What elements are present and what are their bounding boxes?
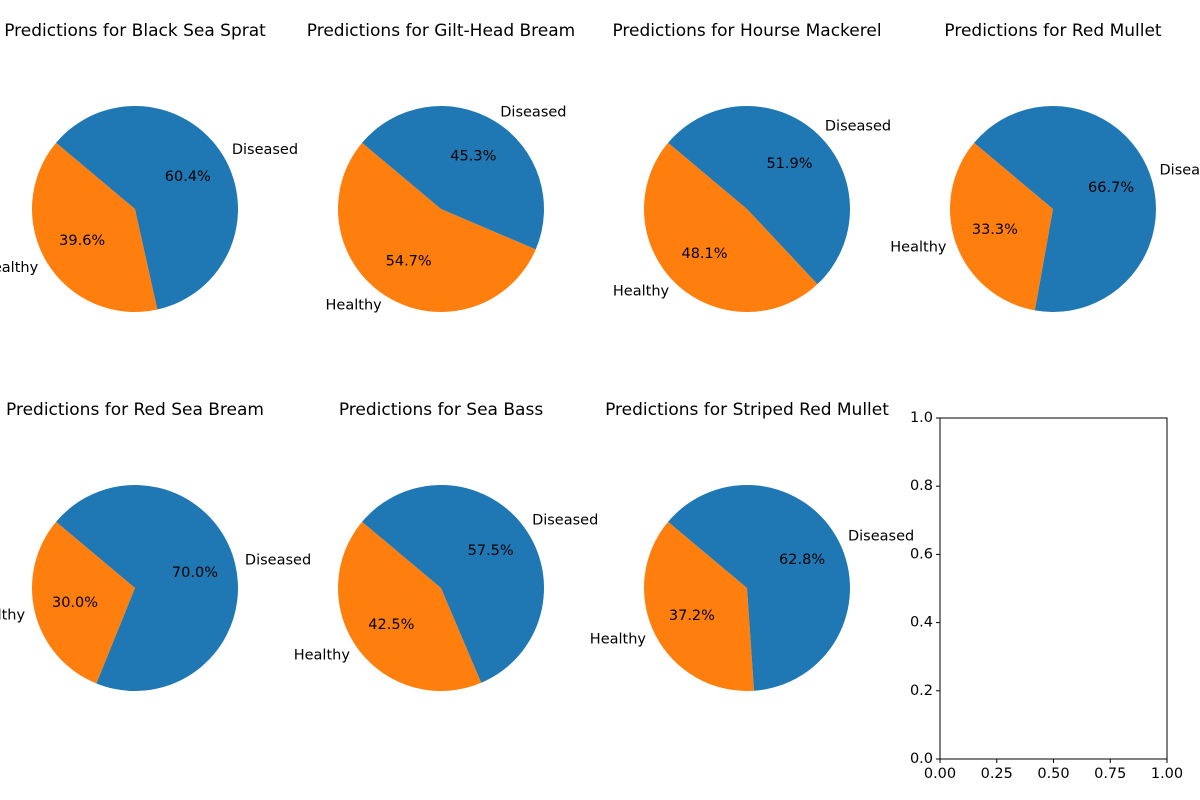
pie-slice-diseased bbox=[56, 106, 238, 310]
pie-title: Predictions for Red Mullet bbox=[944, 21, 1162, 41]
pie-title: Predictions for Hourse Mackerel bbox=[612, 21, 881, 41]
x-tick-label: 0.00 bbox=[924, 766, 956, 782]
pie-title: Predictions for Sea Bass bbox=[339, 400, 544, 420]
y-tick-label: 0.0 bbox=[910, 751, 933, 767]
y-tick-label: 0.4 bbox=[910, 615, 933, 631]
pie-panel-3: Predictions for Hourse Mackerel Healthy 48… bbox=[612, 21, 891, 313]
slice-percent-diseased: 51.9% bbox=[766, 156, 812, 172]
slice-percent-healthy: 54.7% bbox=[386, 254, 432, 270]
pie-slice-diseased bbox=[362, 485, 544, 683]
y-tick-label: 0.6 bbox=[910, 546, 933, 562]
pie-slice-healthy bbox=[31, 521, 136, 684]
slice-percent-healthy: 42.5% bbox=[368, 617, 414, 633]
slice-label-healthy: Healthy bbox=[613, 283, 670, 299]
slice-label-healthy: Healthy bbox=[0, 260, 39, 276]
x-tick-label: 0.75 bbox=[1094, 766, 1126, 782]
pie-slice-healthy bbox=[338, 142, 536, 312]
slice-percent-diseased: 57.5% bbox=[468, 543, 514, 559]
pie-slice-healthy bbox=[950, 142, 1053, 311]
pie-title: Predictions for Black Sea Sprat bbox=[4, 21, 266, 41]
pie-title: Predictions for Gilt-Head Bream bbox=[307, 21, 575, 41]
slice-percent-healthy: 39.6% bbox=[59, 233, 105, 249]
pie-panel-2: Predictions for Gilt-Head Bream Healthy 54… bbox=[307, 21, 575, 314]
x-tick-label: 0.25 bbox=[981, 766, 1013, 782]
pie-slice-healthy bbox=[337, 521, 482, 692]
pie-slice-diseased bbox=[56, 485, 238, 691]
pie-panel-4: Predictions for Red Mullet Healthy 33.3% Di… bbox=[890, 21, 1200, 312]
x-tick-label: 1.00 bbox=[1151, 766, 1183, 782]
pie-slice-diseased bbox=[668, 485, 850, 691]
slice-label-diseased: Diseased bbox=[825, 119, 891, 135]
slice-percent-diseased: 60.4% bbox=[165, 169, 211, 185]
x-tick-label: 0.50 bbox=[1037, 766, 1069, 782]
pie-slice-diseased bbox=[362, 105, 544, 250]
slice-percent-diseased: 70.0% bbox=[172, 565, 218, 581]
subplot-grid: Predictions for Black Sea Sprat Healthy 39… bbox=[0, 21, 1200, 782]
pie-slice-healthy bbox=[643, 142, 818, 313]
pie-panel-7: Predictions for Striped Red Mullet Health… bbox=[590, 400, 914, 692]
pie-title: Predictions for Red Sea Bream bbox=[6, 400, 264, 420]
slice-percent-healthy: 30.0% bbox=[52, 595, 98, 611]
slice-percent-diseased: 45.3% bbox=[450, 148, 496, 164]
pie-slice-diseased bbox=[974, 105, 1156, 312]
pie-panel-5: Predictions for Red Sea Bream Healthy 30.0… bbox=[0, 400, 311, 691]
slice-percent-diseased: 66.7% bbox=[1088, 180, 1134, 196]
y-tick-label: 0.8 bbox=[910, 478, 933, 494]
slice-label-healthy: Healthy bbox=[590, 631, 647, 647]
pie-slice-healthy bbox=[643, 521, 755, 692]
pie-panel-1: Predictions for Black Sea Sprat Healthy 39… bbox=[0, 21, 298, 312]
y-tick-label: 1.0 bbox=[910, 410, 933, 426]
empty-axes-frame bbox=[939, 417, 1168, 760]
pie-slice-healthy bbox=[31, 142, 158, 312]
slice-percent-diseased: 62.8% bbox=[779, 552, 825, 568]
slice-percent-healthy: 37.2% bbox=[669, 608, 715, 624]
slice-label-diseased: Diseased bbox=[532, 513, 598, 529]
slice-label-healthy: Healthy bbox=[294, 647, 351, 663]
slice-percent-healthy: 33.3% bbox=[972, 222, 1018, 238]
pie-panel-8: 0.00 0.25 0.50 0.75 1.00 0.0 0.2 0.4 0.6 0.8 1.0 bbox=[910, 410, 1183, 782]
pie-slice-diseased bbox=[668, 106, 850, 285]
slice-label-diseased: Diseased bbox=[1160, 162, 1200, 178]
slice-label-diseased: Diseased bbox=[500, 104, 566, 120]
slice-label-healthy: Healthy bbox=[890, 240, 947, 256]
slice-label-diseased: Diseased bbox=[848, 529, 914, 545]
slice-label-healthy: Healthy bbox=[326, 298, 383, 314]
y-tick-label: 0.2 bbox=[910, 683, 933, 699]
slice-label-diseased: Diseased bbox=[232, 142, 298, 158]
slice-label-diseased: Diseased bbox=[245, 553, 311, 569]
slice-label-healthy: Healthy bbox=[0, 607, 25, 623]
pie-panel-6: Predictions for Sea Bass Healthy 42.5% Dise… bbox=[294, 400, 598, 692]
slice-percent-healthy: 48.1% bbox=[681, 246, 727, 262]
pie-title: Predictions for Striped Red Mullet bbox=[605, 400, 889, 420]
